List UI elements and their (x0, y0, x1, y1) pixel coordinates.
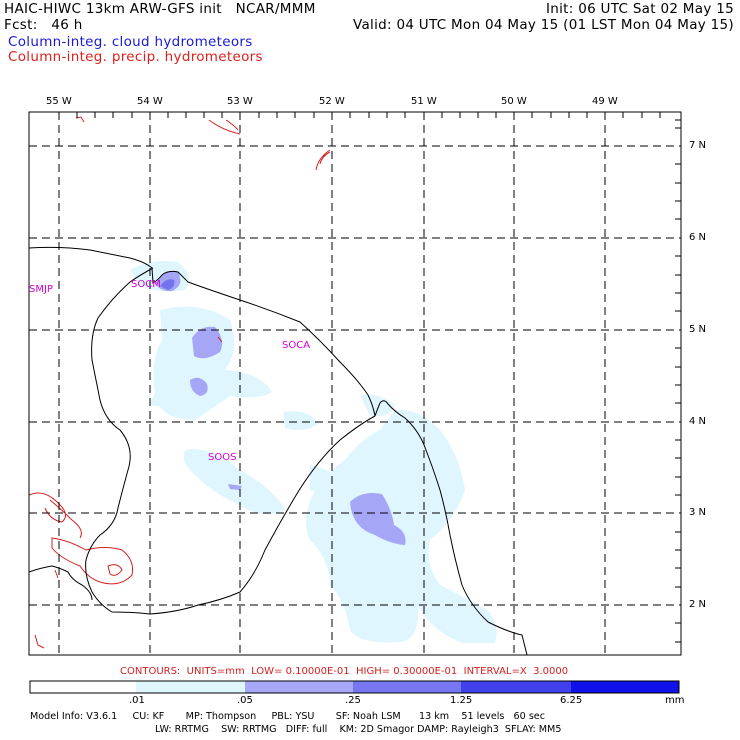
init-time: Init: 06 UTC Sat 02 May 15 (545, 1, 734, 17)
lon-label: 52 W (319, 96, 345, 107)
title-line: HAIC-HIWC 13km ARW-GFS init NCAR/MMM (4, 1, 316, 17)
station-label: SOCM (131, 279, 161, 290)
station-label: SOOS (208, 452, 237, 463)
lat-label: 6 N (689, 232, 707, 243)
colorbar-tick: .01 (129, 695, 145, 706)
cloud-field-label: Column-integ. cloud hydrometeors (8, 34, 253, 50)
colorbar (29, 680, 680, 694)
valid-time: Valid: 04 UTC Mon 04 May 15 (01 LST Mon … (352, 17, 734, 33)
frame-ticks (76, 112, 681, 643)
lat-lon-grid (29, 112, 681, 655)
colorbar-tick: 6.25 (560, 695, 583, 706)
lat-label: 3 N (689, 507, 707, 518)
colorbar-tick: 1.25 (450, 695, 473, 706)
lat-label: 4 N (689, 416, 707, 427)
contours-note: CONTOURS: UNITS=mm LOW= 0.10000E-01 HIGH… (120, 666, 569, 677)
lon-label: 54 W (137, 96, 163, 107)
forecast-hour: Fcst: 46 h (4, 17, 83, 33)
coastline (29, 246, 528, 655)
colorbar-units: mm (665, 695, 685, 706)
lon-label: 55 W (46, 96, 72, 107)
precip-field-label: Column-integ. precip. hydrometeors (8, 49, 263, 65)
station-label: SMJP (29, 284, 53, 295)
model-info-line1: Model Info: V3.6.1 CU: KF MP: Thompson P… (30, 711, 545, 722)
lon-label: 53 W (227, 96, 253, 107)
lat-label: 7 N (689, 140, 707, 151)
station-label: SOCA (282, 340, 311, 351)
hydrometeor-fills (29, 116, 528, 655)
precip-contours (29, 116, 331, 649)
model-info-line2: LW: RRTMG SW: RRTMG DIFF: full KM: 2D Sm… (155, 724, 562, 735)
lat-label: 2 N (689, 599, 707, 610)
lon-label: 49 W (592, 96, 618, 107)
colorbar-tick: .25 (345, 695, 361, 706)
map-frame (28, 111, 682, 656)
lon-label: 50 W (501, 96, 527, 107)
colorbar-tick: .05 (237, 695, 253, 706)
lon-label: 51 W (411, 96, 437, 107)
lat-label: 5 N (689, 324, 707, 335)
